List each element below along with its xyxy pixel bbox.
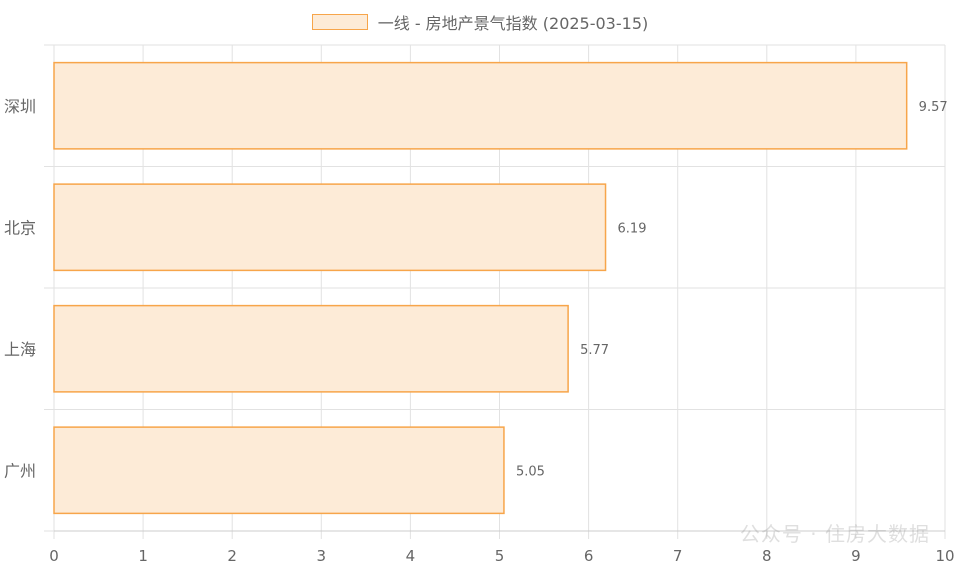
x-tick-label: 7 [673,547,683,565]
x-tick-label: 6 [584,547,594,565]
x-tick-label: 9 [851,547,861,565]
bar [53,304,569,393]
chart-legend[interactable]: 一线 - 房地产景气指数 (2025-03-15) [0,8,960,36]
y-tick-label: 广州 [4,461,36,480]
watermark-text: 公众号 · 住房大数据 [739,522,930,546]
x-tick-label: 2 [227,547,237,565]
x-tick-label: 10 [935,547,954,565]
x-tick-label: 3 [317,547,327,565]
bar [53,426,505,515]
x-tick-label: 4 [406,547,416,565]
legend-label: 一线 - 房地产景气指数 (2025-03-15) [377,14,649,33]
legend-swatch [311,14,368,30]
x-tick-label: 1 [138,547,148,565]
bar [53,183,607,272]
bar [53,61,908,150]
y-tick-label: 北京 [4,218,36,237]
data-label: 6.19 [618,221,647,236]
x-tick-label: 5 [495,547,505,565]
y-tick-label: 深圳 [4,97,36,116]
x-tick-label: 0 [49,547,59,565]
data-label: 9.57 [919,100,948,115]
x-tick-label: 8 [762,547,772,565]
data-label: 5.05 [516,464,545,479]
y-tick-label: 上海 [4,340,36,359]
data-label: 5.77 [580,343,609,358]
